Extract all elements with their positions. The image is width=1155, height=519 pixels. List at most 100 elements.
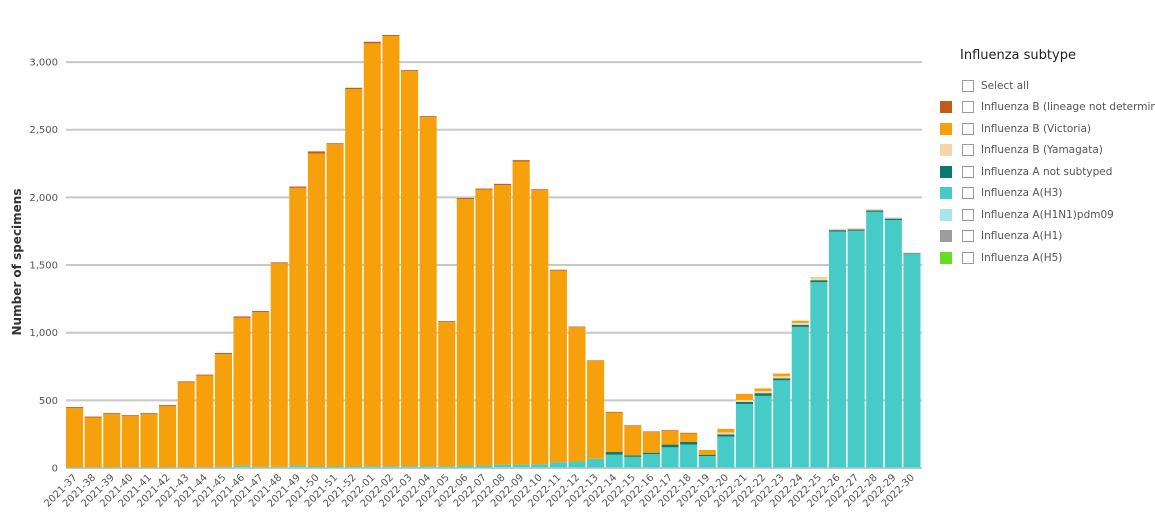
bar-segment[interactable] [512, 160, 530, 162]
bar-segment[interactable] [121, 467, 139, 468]
bar-segment[interactable] [159, 406, 177, 468]
bar-segment[interactable] [903, 253, 921, 468]
bar-segment[interactable] [270, 466, 288, 468]
bar-segment[interactable] [512, 464, 530, 468]
bar-segment[interactable] [847, 230, 865, 468]
bar-stack-2022-05[interactable] [438, 321, 456, 469]
bar-segment[interactable] [773, 467, 791, 469]
bar-segment[interactable] [828, 231, 847, 468]
bar-segment[interactable] [624, 455, 642, 457]
bar-stack-2021-50[interactable] [307, 151, 326, 469]
bar-segment[interactable] [698, 456, 716, 468]
bar-segment[interactable] [345, 466, 363, 468]
bar-stack-2021-43[interactable] [177, 381, 195, 469]
bar-stack-2021-47[interactable] [252, 311, 270, 469]
bar-stack-2022-03[interactable] [400, 70, 419, 469]
bar-segment[interactable] [754, 467, 772, 469]
bar-segment[interactable] [456, 198, 474, 199]
bar-segment[interactable] [735, 401, 754, 404]
bar-segment[interactable] [698, 454, 716, 457]
bar-segment[interactable] [382, 466, 400, 468]
bar-stack-2022-14[interactable] [605, 411, 623, 469]
bar-segment[interactable] [903, 253, 921, 254]
bar-stack-2022-15[interactable] [624, 425, 642, 469]
bar-segment[interactable] [475, 188, 493, 190]
bar-segment[interactable] [642, 454, 660, 468]
bar-segment[interactable] [661, 430, 679, 445]
bar-stack-2022-22[interactable] [754, 388, 772, 469]
bar-stack-2021-49[interactable] [289, 186, 307, 468]
bar-segment[interactable] [233, 465, 251, 468]
bar-segment[interactable] [531, 190, 549, 465]
bar-stack-2021-48[interactable] [270, 262, 288, 469]
legend-select-all[interactable]: Select all [940, 75, 1150, 97]
bar-segment[interactable] [810, 277, 828, 279]
bar-stack-2022-13[interactable] [587, 360, 605, 469]
bar-segment[interactable] [642, 452, 660, 455]
bar-stack-2021-40[interactable] [121, 415, 139, 469]
bar-segment[interactable] [121, 467, 139, 469]
bar-segment[interactable] [289, 186, 307, 188]
bar-segment[interactable] [568, 461, 586, 468]
bar-segment[interactable] [884, 467, 902, 469]
bar-segment[interactable] [140, 467, 158, 468]
bar-segment[interactable] [866, 211, 884, 468]
checkbox[interactable] [962, 79, 974, 92]
bar-segment[interactable] [419, 466, 437, 468]
bar-stack-2022-20[interactable] [717, 428, 735, 469]
bar-segment[interactable] [680, 467, 698, 469]
bar-segment[interactable] [642, 467, 660, 469]
bar-segment[interactable] [494, 467, 512, 468]
bar-segment[interactable] [717, 428, 735, 433]
bar-segment[interactable] [233, 467, 251, 468]
bar-segment[interactable] [754, 391, 772, 394]
bar-segment[interactable] [866, 467, 884, 469]
bar-segment[interactable] [103, 467, 121, 468]
bar-segment[interactable] [121, 415, 139, 417]
bar-segment[interactable] [84, 467, 102, 469]
bar-stack-2021-52[interactable] [345, 87, 363, 469]
bar-segment[interactable] [791, 324, 809, 327]
bar-segment[interactable] [121, 416, 139, 468]
bar-segment[interactable] [568, 326, 586, 328]
bar-stack-2022-01[interactable] [363, 41, 381, 469]
bar-segment[interactable] [903, 467, 921, 469]
bar-segment[interactable] [289, 467, 307, 468]
bar-stack-2022-30[interactable] [903, 252, 921, 469]
bar-segment[interactable] [177, 467, 195, 468]
bar-segment[interactable] [494, 183, 512, 186]
bar-segment[interactable] [624, 425, 642, 427]
bar-stack-2021-37[interactable] [66, 407, 84, 469]
bar-stacks[interactable] [66, 35, 921, 469]
legend-item[interactable]: Influenza A(H1N1)pdm09 [940, 204, 1150, 226]
bar-segment[interactable] [698, 450, 716, 455]
bar-segment[interactable] [103, 413, 121, 415]
bar-stack-2022-23[interactable] [773, 373, 791, 469]
bar-segment[interactable] [680, 441, 698, 445]
bar-segment[interactable] [661, 444, 679, 448]
legend-item[interactable]: Influenza A not subtyped [940, 161, 1150, 183]
bar-stack-2022-08[interactable] [494, 183, 512, 468]
bar-stack-2022-28[interactable] [866, 209, 884, 469]
bar-segment[interactable] [531, 464, 549, 468]
bar-segment[interactable] [773, 373, 791, 377]
bar-segment[interactable] [810, 282, 828, 468]
bar-stack-2022-24[interactable] [791, 320, 809, 469]
bar-segment[interactable] [326, 466, 344, 468]
bar-segment[interactable] [661, 430, 679, 431]
bar-segment[interactable] [605, 411, 623, 413]
bar-stack-2022-17[interactable] [661, 430, 679, 469]
bar-stack-2022-12[interactable] [568, 326, 586, 469]
bar-segment[interactable] [326, 144, 344, 467]
bar-segment[interactable] [233, 317, 251, 466]
bar-segment[interactable] [717, 434, 735, 437]
bar-segment[interactable] [624, 426, 642, 456]
legend-item[interactable]: Influenza A(H5) [940, 247, 1150, 269]
bar-segment[interactable] [903, 252, 921, 254]
bar-segment[interactable] [531, 467, 549, 469]
bar-segment[interactable] [419, 117, 437, 467]
bar-segment[interactable] [828, 230, 847, 232]
bar-segment[interactable] [456, 467, 474, 469]
bar-segment[interactable] [326, 143, 344, 145]
bar-stack-2022-06[interactable] [456, 198, 474, 469]
